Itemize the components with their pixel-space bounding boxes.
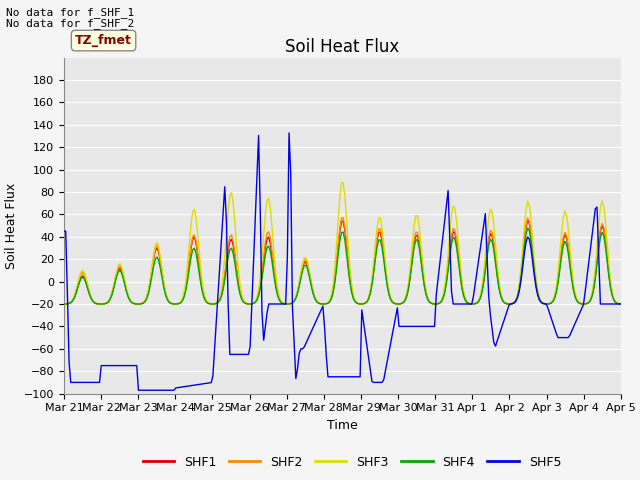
X-axis label: Time: Time xyxy=(327,419,358,432)
Title: Soil Heat Flux: Soil Heat Flux xyxy=(285,38,399,56)
Text: TZ_fmet: TZ_fmet xyxy=(75,34,132,47)
Text: No data for f_SHF_1: No data for f_SHF_1 xyxy=(6,7,134,18)
Legend: SHF1, SHF2, SHF3, SHF4, SHF5: SHF1, SHF2, SHF3, SHF4, SHF5 xyxy=(138,451,566,474)
Text: No data for f_SHF_2: No data for f_SHF_2 xyxy=(6,18,134,29)
Y-axis label: Soil Heat Flux: Soil Heat Flux xyxy=(5,182,19,269)
